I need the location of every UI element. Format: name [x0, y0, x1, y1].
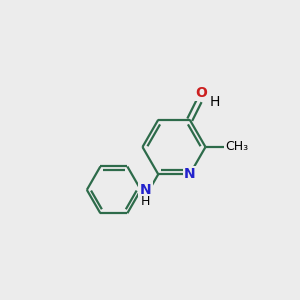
Text: N: N [140, 183, 152, 197]
Text: O: O [196, 86, 208, 100]
Text: H: H [210, 94, 220, 109]
Text: N: N [184, 167, 196, 181]
Text: H: H [141, 195, 150, 208]
Text: CH₃: CH₃ [226, 140, 249, 154]
